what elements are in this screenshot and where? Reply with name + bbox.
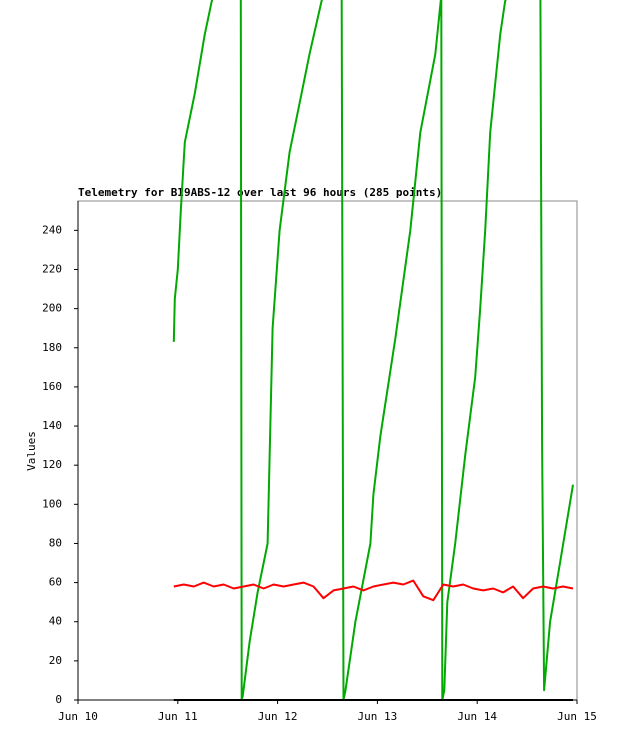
x-tick-label: Jun 10 — [58, 710, 98, 723]
x-tick-label: Jun 11 — [158, 710, 198, 723]
y-tick-label: 100 — [42, 497, 62, 510]
data-line — [172, 0, 574, 701]
x-tick-label: Jun 13 — [358, 710, 398, 723]
y-tick-label: 220 — [42, 262, 62, 275]
y-tick-label: 0 — [55, 693, 62, 706]
y-tick-label: 240 — [42, 223, 62, 236]
x-tick-label: Jun 14 — [457, 710, 497, 723]
y-tick-label: 40 — [49, 615, 62, 628]
y-tick-label: 180 — [42, 341, 62, 354]
y-tick-label: 160 — [42, 380, 62, 393]
y-tick-label: 80 — [49, 536, 62, 549]
y-tick-label: 140 — [42, 419, 62, 432]
y-tick-label: 200 — [42, 302, 62, 315]
y-axis-label: Values — [25, 431, 38, 471]
plot-frame — [77, 200, 578, 701]
x-tick-label: Jun 12 — [258, 710, 298, 723]
y-tick-label: 20 — [49, 654, 62, 667]
y-tick-label: 60 — [49, 576, 62, 589]
chart-title: Telemetry for BI9ABS-12 over last 96 hou… — [78, 186, 442, 199]
y-tick-label: 120 — [42, 458, 62, 471]
x-tick-label: Jun 15 — [557, 710, 597, 723]
data-line — [173, 579, 574, 602]
